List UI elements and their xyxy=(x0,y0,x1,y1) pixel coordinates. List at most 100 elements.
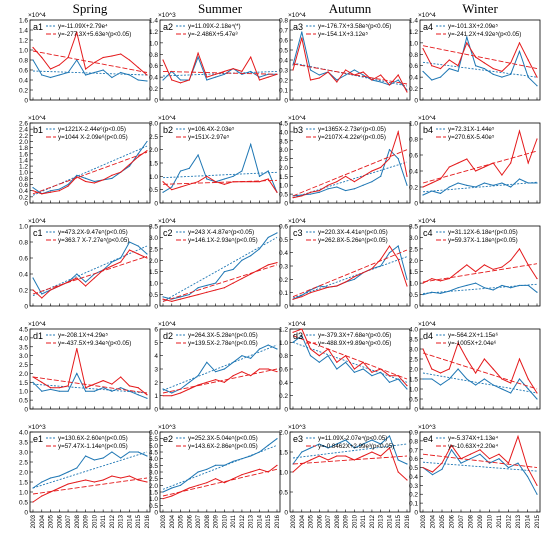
data-point xyxy=(41,495,43,497)
data-point xyxy=(206,79,208,81)
data-point xyxy=(475,282,477,284)
x-tick-label: 2003 xyxy=(421,514,427,528)
data-point xyxy=(309,447,312,449)
data-point xyxy=(362,443,364,445)
panel-c1: 0 0.2 0.4 0.6 0.8 1.0×10^4 c1 y=473.2X-9.47e⁵(p… xyxy=(19,218,151,311)
data-point xyxy=(353,188,355,190)
data-point xyxy=(345,69,347,71)
y-tick-label: 1.8 xyxy=(19,145,28,152)
y-tick-label: 1.6 xyxy=(19,151,28,158)
plot-frame xyxy=(29,122,151,204)
data-point xyxy=(388,381,391,383)
y-tick-label: 0.2 xyxy=(279,78,288,85)
data-point xyxy=(327,459,329,461)
legend-entry: y=-2.486X+5.47e³ xyxy=(188,31,238,38)
x-tick-label: 2014 xyxy=(257,514,263,528)
y-tick-label: 0.6 xyxy=(19,256,28,263)
trend-line-red xyxy=(32,255,148,295)
x-tick-label: 2012 xyxy=(110,514,116,528)
data-point xyxy=(510,382,512,384)
y-tick-label: 0 xyxy=(414,510,418,517)
y-tick-label: 2.0 xyxy=(409,258,418,265)
data-point xyxy=(492,67,494,70)
data-point xyxy=(431,277,433,280)
data-point xyxy=(457,368,459,370)
data-point xyxy=(517,435,519,438)
data-point xyxy=(371,375,373,377)
data-point xyxy=(327,286,329,288)
legend-entry: y=-0.8462X+2.99e³(p<0.05) xyxy=(318,443,394,450)
data-point xyxy=(93,277,95,279)
x-tick-label: 2012 xyxy=(370,514,376,528)
y-tick-label: 0.4 xyxy=(149,75,158,82)
y-tick-label: 0.4 xyxy=(19,272,28,279)
x-tick-label: 2004 xyxy=(170,514,176,528)
y-tick-label: 0.2 xyxy=(279,277,288,284)
trend-line-red xyxy=(162,264,278,302)
y-tick-label: 1.0 xyxy=(409,281,418,288)
y-tick-label: 0 xyxy=(154,98,158,105)
data-point xyxy=(49,387,52,389)
data-point xyxy=(362,455,364,457)
y-tick-label: 0.8 xyxy=(279,353,288,360)
y-scale-label: ×10^4 xyxy=(28,218,46,225)
y-tick-label: 4.5 xyxy=(279,121,288,128)
data-point xyxy=(137,66,139,69)
panel-a3: 0 0.1 0.2 0.3 0.4 0.5 0.6 0.7 0.8×10^4 a3 y=-176.7… xyxy=(279,12,411,105)
y-tick-label: 0.6 xyxy=(279,38,288,45)
y-tick-label: 2.0 xyxy=(279,430,288,437)
x-tick-label: 2016 xyxy=(145,514,151,528)
y-scale-label: ×10^3 xyxy=(158,12,176,19)
data-point xyxy=(250,70,252,73)
data-point xyxy=(85,479,87,481)
x-tick-label: 2014 xyxy=(387,514,393,528)
data-point xyxy=(345,455,347,457)
data-point xyxy=(58,390,60,392)
data-point xyxy=(223,271,225,273)
legend-entry: y=151X-2.97e⁵ xyxy=(188,134,230,141)
y-tick-label: 2.6 xyxy=(19,121,28,128)
series-line-red xyxy=(32,30,148,76)
trend-line-blue xyxy=(162,70,278,77)
y-tick-label: 4.0 xyxy=(19,335,28,342)
data-point xyxy=(67,390,69,392)
y-tick-label: 0.2 xyxy=(19,194,28,201)
x-tick-label: 2008 xyxy=(335,514,341,528)
y-scale-label: ×10^4 xyxy=(418,321,436,328)
data-point xyxy=(526,466,529,469)
y-scale-label: ×10^4 xyxy=(288,218,306,225)
data-point xyxy=(327,188,329,190)
series-line-blue xyxy=(422,178,537,196)
data-point xyxy=(215,478,217,480)
trend-line-red xyxy=(422,453,538,469)
data-point xyxy=(406,388,408,390)
y-tick-label: 0.4 xyxy=(409,169,418,176)
data-point xyxy=(441,462,443,464)
series-line-blue xyxy=(162,232,278,300)
panel-label: a4 xyxy=(423,22,433,32)
data-point xyxy=(76,372,78,375)
data-point xyxy=(301,328,303,330)
data-point xyxy=(517,462,519,464)
data-point xyxy=(527,388,529,390)
data-point xyxy=(215,282,217,284)
data-point xyxy=(336,186,338,188)
data-point xyxy=(406,91,408,93)
data-point xyxy=(292,197,294,199)
x-tick-label: 2010 xyxy=(352,514,358,528)
legend-entry: y=-241.2X+4.92e⁵(p<0.05) xyxy=(448,31,521,38)
data-point xyxy=(179,186,182,188)
panel-d4: 0 0.5 1.0 1.5 2.0 2.5 3.0 3.5 4.0×10^4 d4 y=-564.2… xyxy=(409,321,541,414)
data-point xyxy=(475,170,477,172)
panel-label: b1 xyxy=(33,125,43,135)
data-point xyxy=(292,298,294,300)
data-point xyxy=(406,278,408,280)
data-point xyxy=(536,484,538,486)
y-tick-label: 2.0 xyxy=(149,483,158,490)
data-point xyxy=(353,459,355,461)
data-point xyxy=(85,387,87,389)
y-tick-label: 1.0 xyxy=(409,387,418,394)
y-tick-label: 0.6 xyxy=(279,367,288,374)
data-point xyxy=(457,65,459,67)
data-point xyxy=(241,170,243,172)
